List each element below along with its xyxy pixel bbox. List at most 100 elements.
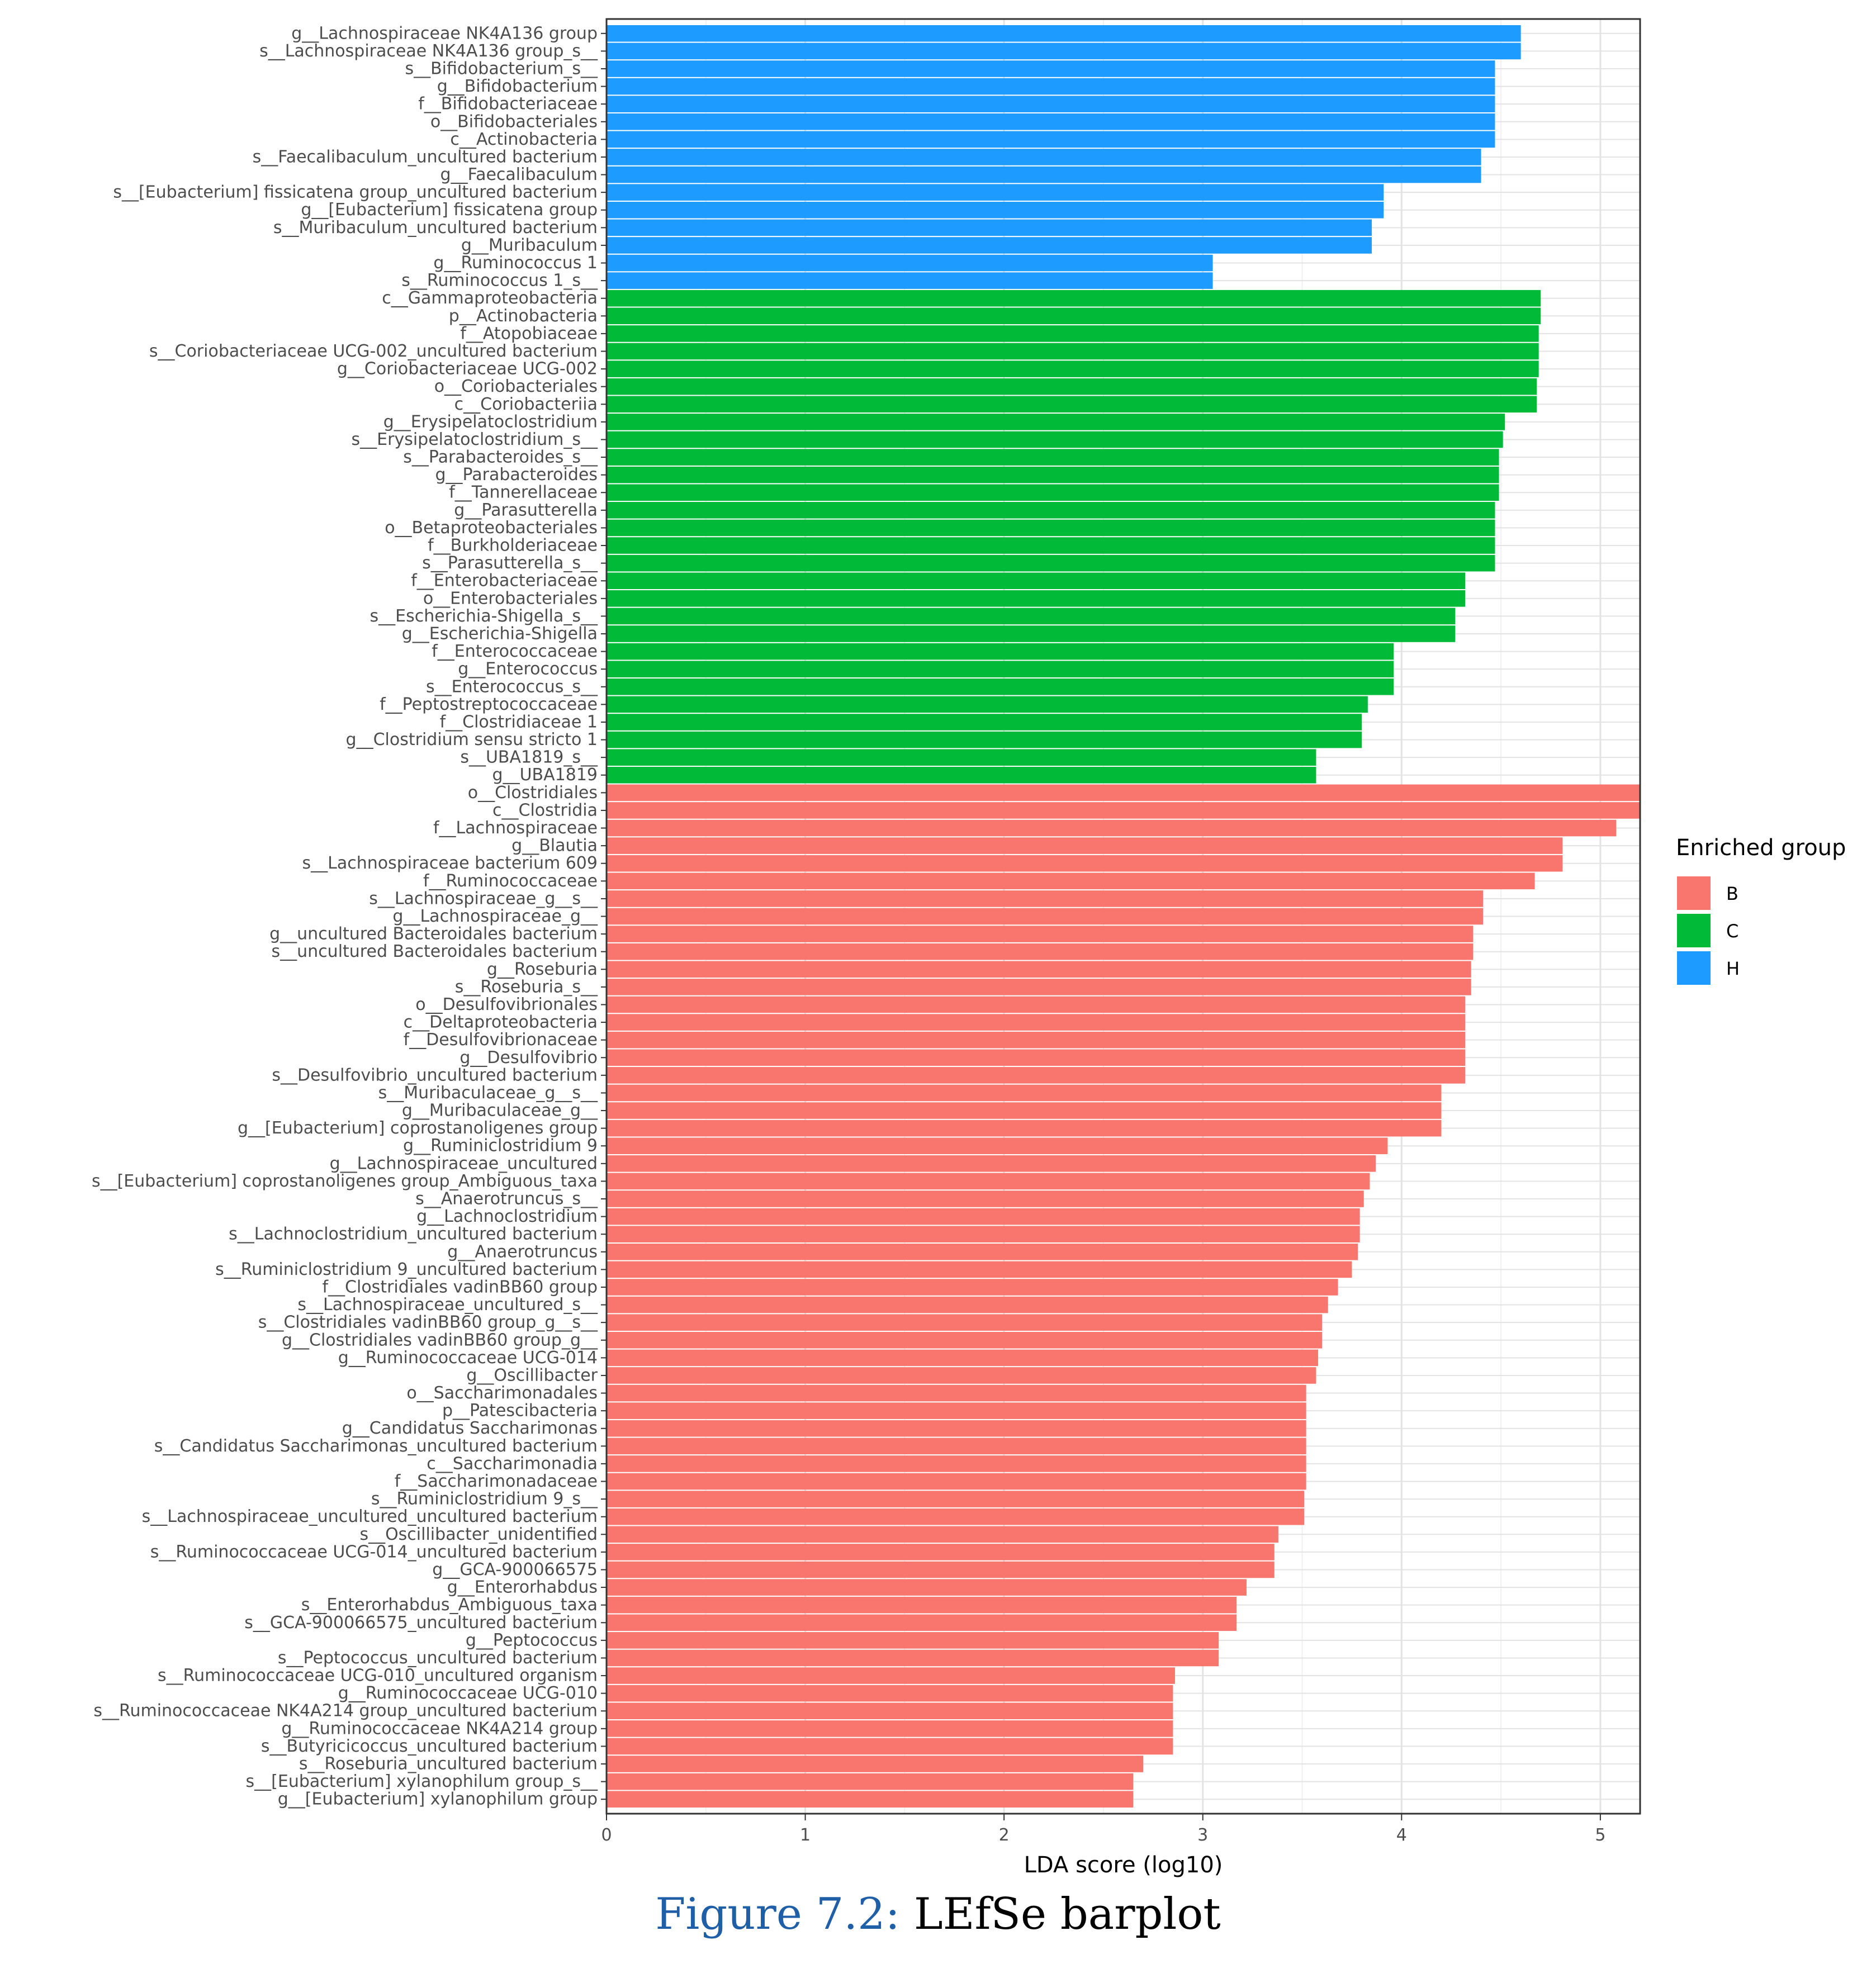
bar — [607, 166, 1481, 183]
y-tick-label: s__[Eubacterium] fissicatena group_uncul… — [113, 183, 598, 202]
y-tick-label: s__Ruminiclostridium 9_uncultured bacter… — [215, 1260, 598, 1279]
legend-key — [1677, 951, 1711, 985]
bar — [607, 201, 1384, 219]
y-tick-label: g__Enterorhabdus — [447, 1578, 598, 1597]
y-tick-label: g__Ruminiclostridium 9 — [403, 1136, 598, 1156]
bar — [607, 1190, 1364, 1207]
bar — [607, 643, 1394, 660]
bar — [607, 1243, 1358, 1260]
y-tick-label: s__GCA-900066575_uncultured bacterium — [244, 1613, 598, 1633]
y-tick-label: g__uncultured Bacteroidales bacterium — [269, 924, 598, 944]
bar — [607, 1491, 1305, 1507]
x-axis-title: LDA score (log10) — [1024, 1852, 1223, 1878]
y-tick-label: c__Clostridia — [492, 800, 598, 820]
y-tick-label: o__Clostridiales — [468, 783, 598, 803]
y-tick-label: s__Lachnospiraceae_g__s__ — [369, 889, 598, 908]
bar — [607, 1544, 1275, 1560]
bar — [607, 802, 1640, 819]
bar — [607, 449, 1499, 466]
y-tick-label: f__Desulfovibrionaceae — [404, 1030, 598, 1050]
bar — [607, 131, 1495, 148]
bar — [607, 361, 1539, 377]
bar — [607, 996, 1466, 1013]
bar — [607, 1279, 1338, 1296]
y-tick-label: s__Muribaculum_uncultured bacterium — [273, 218, 598, 238]
bar — [607, 908, 1484, 925]
bar — [607, 1137, 1388, 1155]
bar — [607, 1756, 1144, 1772]
y-tick-label: g__Ruminococcaceae UCG-014 — [338, 1348, 598, 1368]
y-tick-label: s__Desulfovibrio_uncultured bacterium — [272, 1065, 598, 1085]
y-tick-label: s__Anaerotruncus_s__ — [415, 1189, 598, 1209]
bar — [607, 307, 1541, 325]
bar — [607, 378, 1537, 395]
bar — [607, 325, 1539, 342]
y-tick-label: f__Atopobiaceae — [460, 324, 598, 343]
figure-caption-label: Figure 7.2: — [655, 1889, 901, 1939]
y-tick-label: g__Lachnospiraceae_uncultured — [330, 1154, 598, 1173]
y-tick-label: f__Clostridiaceae 1 — [440, 712, 598, 732]
y-tick-label: g__Faecalibaculum — [440, 165, 598, 184]
y-tick-label: o__Coriobacteriales — [434, 377, 598, 396]
bar — [607, 731, 1362, 748]
bar — [607, 1314, 1323, 1331]
y-tick-label: g__Desulfovibrio — [459, 1048, 598, 1068]
y-tick-label: s__[Eubacterium] xylanophilum group_s__ — [246, 1772, 598, 1791]
y-tick-label: f__Enterococcaceae — [432, 642, 598, 661]
y-tick-label: s__Escherichia-Shigella_s__ — [370, 606, 598, 626]
bar — [607, 1296, 1328, 1313]
bar — [607, 1702, 1173, 1720]
bar — [607, 1791, 1134, 1808]
y-tick-label: g__Ruminococcaceae NK4A214 group — [281, 1719, 598, 1738]
y-tick-label: f__Clostridiales vadinBB60 group — [322, 1277, 598, 1297]
y-tick-label: g__Clostridiales vadinBB60 group_g__ — [282, 1330, 598, 1350]
y-tick-label: g__Clostridium sensu stricto 1 — [346, 730, 598, 750]
y-tick-label: o__Enterobacteriales — [423, 589, 598, 608]
bar — [607, 1508, 1305, 1525]
y-tick-label: g__Erysipelatoclostridium — [383, 412, 598, 431]
bar — [607, 1120, 1442, 1137]
bar — [607, 60, 1495, 77]
x-tick-label: 5 — [1595, 1825, 1605, 1845]
bar — [607, 25, 1521, 42]
y-tick-label: s__Faecalibaculum_uncultured bacterium — [253, 147, 598, 167]
y-tick-label: g__Ruminococcaceae UCG-010 — [338, 1683, 598, 1703]
bar — [607, 1173, 1370, 1190]
bar — [607, 961, 1471, 978]
bar — [607, 890, 1484, 907]
x-tick-label: 3 — [1197, 1825, 1208, 1845]
y-tick-label: g__Roseburia — [487, 960, 598, 979]
bar — [607, 1614, 1237, 1631]
y-tick-label: g__Peptococcus — [466, 1630, 598, 1650]
y-tick-label: f__Bifidobacteriaceae — [418, 94, 598, 114]
bar — [607, 1226, 1360, 1242]
y-tick-label: s__Muribaculaceae_g__s__ — [378, 1083, 598, 1103]
bar — [607, 1384, 1306, 1402]
bar — [607, 608, 1456, 625]
y-tick-label: p__Patescibacteria — [442, 1401, 598, 1421]
y-tick-label: c__Saccharimonadia — [427, 1454, 598, 1473]
y-tick-label: s__Parabacteroides_s__ — [403, 448, 598, 467]
bar — [607, 1632, 1219, 1649]
bar — [607, 1473, 1306, 1490]
bar — [607, 1031, 1466, 1049]
bar — [607, 678, 1394, 695]
bar — [607, 1367, 1316, 1384]
y-tick-label: g__Lachnospiraceae_g__ — [392, 907, 598, 926]
bar — [607, 149, 1481, 165]
bar — [607, 42, 1521, 60]
y-tick-label: f__Ruminococcaceae — [423, 871, 598, 891]
y-tick-label: g__Oscillibacter — [466, 1365, 598, 1385]
y-tick-label: c__Gammaproteobacteria — [382, 288, 598, 308]
chart-svg: g__Lachnospiraceae NK4A136 groups__Lachn… — [92, 18, 1846, 1878]
y-tick-label: s__Bifidobacterium_s__ — [405, 59, 598, 78]
bar — [607, 590, 1466, 607]
y-tick-label: s__Oscillibacter_unidentified — [359, 1525, 598, 1544]
plot-border — [605, 18, 1641, 1815]
y-tick-label: g__Lachnoclostridium — [416, 1207, 598, 1226]
bar — [607, 926, 1474, 942]
bar — [607, 749, 1316, 766]
bar — [607, 855, 1563, 872]
bar — [607, 396, 1537, 413]
x-tick-label: 1 — [800, 1825, 811, 1845]
